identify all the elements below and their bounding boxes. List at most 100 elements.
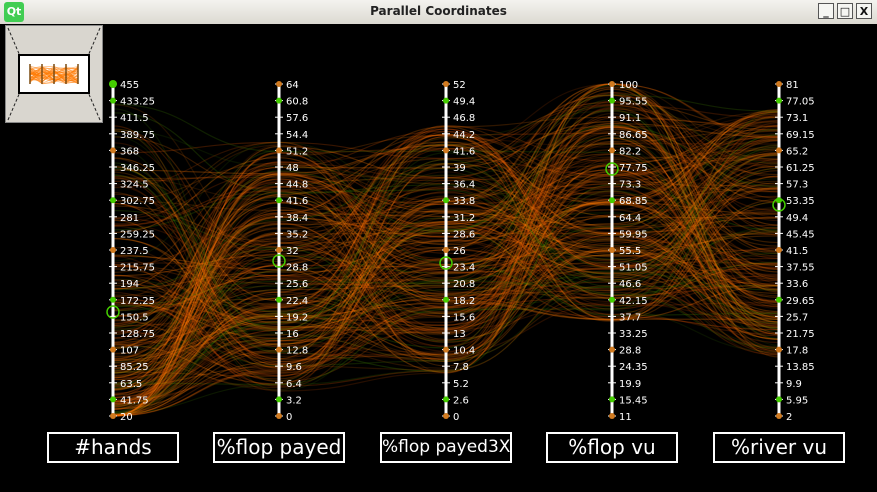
data-line xyxy=(112,163,780,355)
tick-label: 21.75 xyxy=(786,329,815,340)
selection-marker[interactable] xyxy=(772,198,786,212)
tick-label: 0 xyxy=(453,412,459,423)
data-line xyxy=(112,203,780,377)
data-line xyxy=(112,148,780,408)
data-line xyxy=(112,84,780,414)
data-line xyxy=(112,109,780,413)
axis-end-handle[interactable] xyxy=(776,413,782,419)
data-line xyxy=(112,116,780,318)
selection-marker[interactable] xyxy=(272,254,286,268)
axis-marker xyxy=(110,396,116,403)
data-line xyxy=(112,180,780,374)
axis-1[interactable]: 64 60.8 57.6 54.4 51.2 48 44.8 41.6 38.4 35.2 32 28… xyxy=(275,80,308,423)
data-line xyxy=(112,164,780,318)
data-line xyxy=(112,151,780,410)
axis-label-button-2[interactable]: %flop payed3X xyxy=(380,432,512,463)
data-line xyxy=(112,154,780,362)
data-line xyxy=(112,156,780,403)
tick-label: 64.4 xyxy=(619,213,641,224)
axis-3[interactable]: 100 95.55 91.1 86.65 82.2 77.75 73.3 68.85 64.4 5… xyxy=(608,80,648,423)
axis-marker xyxy=(609,147,615,154)
axis-0[interactable]: 455 433.25 411.5 389.75 368 346.25 324.5 302.75… xyxy=(109,80,155,423)
data-line xyxy=(112,144,780,349)
close-button[interactable]: X xyxy=(856,3,872,19)
axis-end-handle[interactable] xyxy=(443,413,449,419)
tick-label: 64 xyxy=(286,80,299,91)
tick-label: 259.25 xyxy=(120,229,155,240)
selection-marker[interactable] xyxy=(605,162,619,176)
tick-label: 44.8 xyxy=(286,180,308,191)
data-line xyxy=(112,131,780,415)
axis-end-handle[interactable] xyxy=(109,80,117,88)
data-line xyxy=(112,135,780,359)
axis-marker xyxy=(776,197,782,204)
plot-canvas[interactable] xyxy=(0,24,877,492)
maximize-button[interactable]: □ xyxy=(837,3,853,19)
data-line xyxy=(112,182,780,349)
axis-label-button-4[interactable]: %river vu xyxy=(713,432,845,463)
axis-label-button-0[interactable]: #hands xyxy=(47,432,179,463)
data-line xyxy=(112,157,780,320)
data-line xyxy=(112,274,780,417)
tick-label: 25.7 xyxy=(786,312,808,323)
data-line xyxy=(112,201,780,386)
axis-marker xyxy=(443,346,449,353)
data-line xyxy=(112,100,780,398)
axis-end-handle[interactable] xyxy=(609,81,615,87)
tick-label: 37.55 xyxy=(786,263,815,274)
tick-label: 31.2 xyxy=(453,213,475,224)
tick-label: 51.2 xyxy=(286,146,308,157)
data-line xyxy=(112,245,780,331)
axis-end-handle[interactable] xyxy=(110,413,116,419)
tick-label: 59.95 xyxy=(619,229,648,240)
axis-marker xyxy=(110,197,116,204)
data-line xyxy=(112,144,780,321)
data-line xyxy=(112,142,780,331)
axis-marker xyxy=(609,346,615,353)
data-line xyxy=(112,110,780,346)
data-line xyxy=(112,149,780,360)
data-line xyxy=(112,195,780,404)
axis-marker xyxy=(776,147,782,154)
tick-label: 9.9 xyxy=(786,379,802,390)
axis-4[interactable]: 81 77.05 73.1 69.15 65.2 61.25 57.3 53.35 49.4 45… xyxy=(775,80,815,423)
tick-label: 77.75 xyxy=(619,163,648,174)
data-line xyxy=(112,145,780,391)
axis-marker xyxy=(276,346,282,353)
axis-marker xyxy=(443,197,449,204)
data-line xyxy=(112,249,780,330)
axis-end-handle[interactable] xyxy=(776,81,782,87)
axis-label-button-3[interactable]: %flop vu xyxy=(546,432,678,463)
data-line xyxy=(112,137,780,299)
data-line xyxy=(112,126,780,374)
data-line xyxy=(112,206,780,416)
data-line xyxy=(112,136,780,387)
axis-2[interactable]: 52 49.4 46.8 44.2 41.6 39 36.4 33.8 31.2 28.6 26 23… xyxy=(442,80,475,423)
data-line xyxy=(112,164,780,372)
tick-label: 32 xyxy=(286,246,299,257)
tick-label: 86.65 xyxy=(619,130,648,141)
data-line xyxy=(112,154,780,414)
data-line xyxy=(112,168,780,335)
axis-end-handle[interactable] xyxy=(609,413,615,419)
tick-label: 28.8 xyxy=(619,346,641,357)
minimize-button[interactable]: _ xyxy=(818,3,834,19)
data-line xyxy=(112,171,780,336)
axis-end-handle[interactable] xyxy=(276,81,282,87)
data-line xyxy=(112,103,780,403)
selection-marker[interactable] xyxy=(439,256,453,270)
selection-marker[interactable] xyxy=(106,305,120,319)
overview-thumbnail[interactable] xyxy=(5,25,103,123)
tick-label: 81 xyxy=(786,80,799,91)
data-line xyxy=(112,201,780,416)
axis-end-handle[interactable] xyxy=(443,81,449,87)
tick-label: 55.5 xyxy=(619,246,641,257)
axis-end-handle[interactable] xyxy=(276,413,282,419)
tick-label: 324.5 xyxy=(120,180,149,191)
tick-label: 346.25 xyxy=(120,163,155,174)
axis-label-button-1[interactable]: %flop payed xyxy=(213,432,345,463)
tick-label: 28.8 xyxy=(286,263,308,274)
data-line xyxy=(112,108,780,365)
data-line xyxy=(112,134,780,335)
